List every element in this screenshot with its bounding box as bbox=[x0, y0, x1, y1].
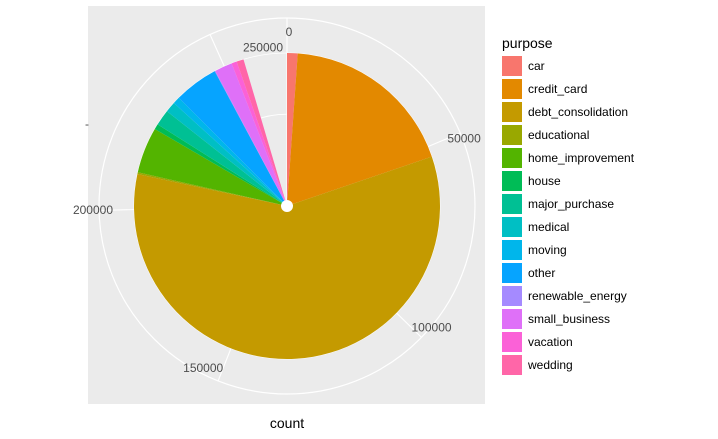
legend-key-credit-card bbox=[502, 79, 522, 99]
pie-slice-vacation bbox=[231, 61, 287, 206]
legend-label: educational bbox=[528, 128, 589, 142]
pie-slice-medical bbox=[166, 103, 287, 206]
legend-label: home_improvement bbox=[528, 151, 635, 165]
legend-label: credit_card bbox=[528, 82, 587, 96]
tick-label: 150000 bbox=[183, 361, 223, 375]
legend-key-educational bbox=[502, 125, 522, 145]
legend-title: purpose bbox=[502, 35, 553, 51]
legend-key-home-improvement bbox=[502, 148, 522, 168]
legend-label: wedding bbox=[527, 358, 573, 372]
x-axis-title: count bbox=[270, 415, 304, 431]
legend: car credit_card debt_consolidation educatio… bbox=[502, 56, 635, 375]
left-axis-tick: - bbox=[85, 117, 89, 131]
legend-label: debt_consolidation bbox=[528, 105, 628, 119]
pie-slice-educational bbox=[137, 172, 287, 206]
legend-label: major_purchase bbox=[528, 197, 614, 211]
tick-label-layer: 0 50000 100000 150000 200000 250000 bbox=[73, 25, 481, 375]
pie-slice-home-improvement bbox=[137, 128, 287, 206]
tick-label: 0 bbox=[286, 25, 293, 39]
pie-slice-other bbox=[178, 71, 287, 206]
tick-label: 100000 bbox=[412, 321, 452, 335]
center-dot bbox=[281, 200, 293, 212]
legend-label: vacation bbox=[528, 335, 573, 349]
pie-slice-wedding bbox=[236, 59, 287, 206]
tick-label: 50000 bbox=[447, 132, 481, 146]
pie-slice-major-purchase bbox=[157, 111, 287, 206]
legend-label: moving bbox=[528, 243, 567, 257]
pie-slice-small-business bbox=[215, 63, 287, 206]
legend-key-car bbox=[502, 56, 522, 76]
legend-label: small_business bbox=[528, 312, 610, 326]
legend-key-wedding bbox=[502, 355, 522, 375]
legend-key-other bbox=[502, 263, 522, 283]
tick-label: 250000 bbox=[243, 40, 283, 54]
pie-slice-house bbox=[154, 124, 287, 206]
legend-label: house bbox=[528, 174, 561, 188]
tick-label: 200000 bbox=[73, 203, 113, 217]
legend-key-renewable-energy bbox=[502, 286, 522, 306]
legend-key-debt-consolidation bbox=[502, 102, 522, 122]
legend-key-medical bbox=[502, 217, 522, 237]
pie-slice-car bbox=[287, 53, 298, 206]
legend-key-small-business bbox=[502, 309, 522, 329]
legend-key-moving bbox=[502, 240, 522, 260]
legend-label: car bbox=[528, 59, 545, 73]
pie-slice-moving bbox=[173, 97, 287, 206]
pie-slice-debt-consolidation bbox=[133, 156, 440, 360]
legend-label: medical bbox=[528, 220, 569, 234]
pie-slice-renewable-energy bbox=[214, 70, 287, 206]
legend-label: other bbox=[528, 266, 555, 280]
legend-label: renewable_energy bbox=[528, 289, 627, 303]
pie-slice-credit-card bbox=[287, 53, 432, 206]
legend-key-house bbox=[502, 171, 522, 191]
legend-key-major-purchase bbox=[502, 194, 522, 214]
slice-layer bbox=[133, 53, 440, 360]
legend-key-vacation bbox=[502, 332, 522, 352]
